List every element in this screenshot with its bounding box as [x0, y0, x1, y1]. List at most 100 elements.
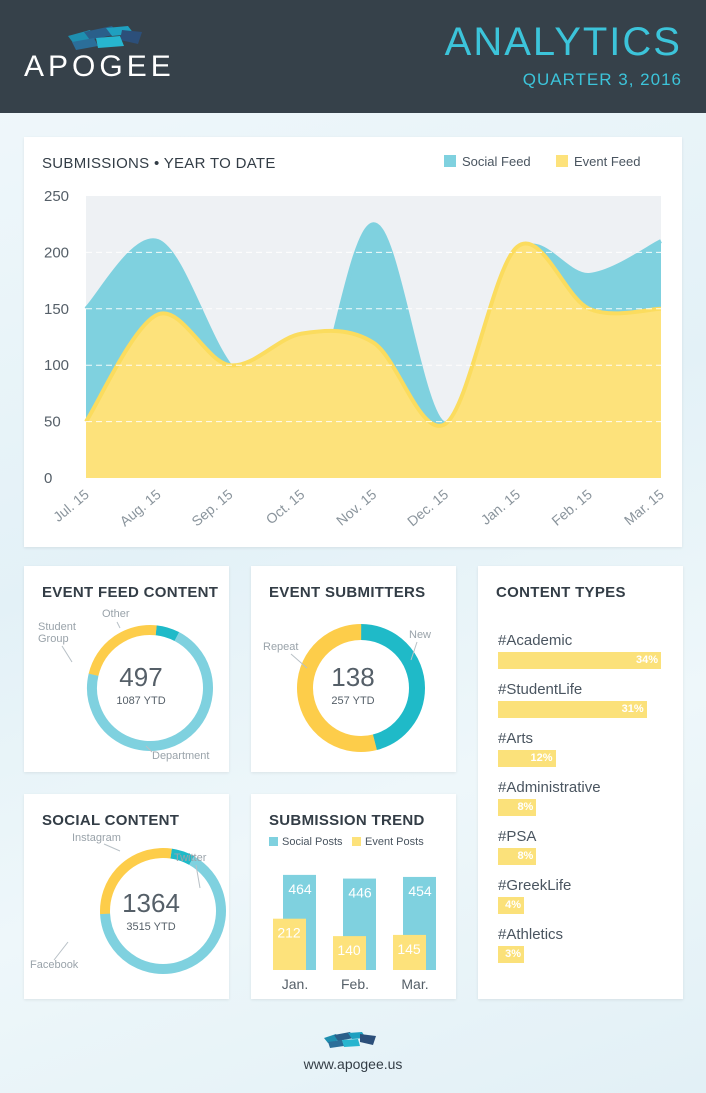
legend-social-feed: Social Feed: [444, 154, 531, 169]
event-submitters-center: 138 257 YTD: [293, 662, 413, 707]
donut-label: Instagram: [72, 832, 121, 844]
legend-swatch-social: [444, 155, 456, 167]
area-series-1: [86, 243, 661, 478]
submissions-title: SUBMISSIONS • YEAR TO DATE: [42, 155, 276, 172]
content-type-item: #GreekLife 4%: [498, 877, 678, 914]
content-type-bar: 34%: [498, 652, 661, 669]
bar-label-social: 454: [408, 883, 432, 899]
x-tick-label: Feb. 15: [548, 486, 595, 529]
page-title: ANALYTICS: [444, 20, 682, 64]
submissions-card: SUBMISSIONS • YEAR TO DATE Social Feed E…: [24, 137, 682, 547]
event-feed-content-title: EVENT FEED CONTENT: [42, 584, 219, 601]
content-type-item: #StudentLife 31%: [498, 681, 678, 718]
donut-label: Facebook: [30, 959, 79, 971]
content-type-bar: 4%: [498, 897, 524, 914]
header: APOGEE ANALYTICS QUARTER 3, 2016: [0, 0, 706, 113]
legend-event-feed: Event Feed: [556, 154, 641, 169]
page-subtitle: QUARTER 3, 2016: [522, 70, 682, 89]
event-feed-center: 497 1087 YTD: [81, 662, 201, 707]
bar-label-event: 140: [337, 942, 361, 958]
event-submitters-donut: New Repeat: [263, 624, 431, 752]
line-series-1: [84, 241, 662, 428]
bar-event-posts: [333, 936, 366, 970]
content-types-title: CONTENT TYPES: [496, 584, 626, 601]
submission-trend-title: SUBMISSION TREND: [269, 812, 425, 829]
y-tick-label: 150: [44, 301, 69, 318]
y-tick-label: 50: [44, 414, 61, 431]
apogee-logo-icon: [68, 26, 142, 50]
legend-label-event: Event Feed: [574, 154, 641, 169]
content-type-item: #Administrative 8%: [498, 779, 678, 816]
trend-category-label: Jan.: [282, 976, 308, 992]
legend-label-social: Social Feed: [462, 154, 531, 169]
footer-url[interactable]: www.apogee.us: [303, 1056, 403, 1072]
donut-leader-line: [53, 941, 69, 961]
social-content-donut: Instagram Twitter Facebook: [30, 832, 226, 975]
content-type-label: #GreekLife: [498, 877, 572, 894]
event-submitters-ytd: 257 YTD: [331, 695, 375, 707]
content-type-item: #Arts 12%: [498, 730, 678, 767]
legend-swatch-event-posts: [352, 837, 361, 846]
social-content-title: SOCIAL CONTENT: [42, 812, 180, 829]
legend-label-social-posts: Social Posts: [282, 836, 343, 848]
content-type-label: #Administrative: [498, 779, 601, 796]
y-tick-label: 0: [44, 470, 52, 487]
donut-label: Twitter: [174, 852, 207, 864]
event-submitters-title: EVENT SUBMITTERS: [269, 584, 426, 601]
event-feed-content-card: EVENT FEED CONTENT Other Department Studen…: [24, 566, 229, 772]
content-type-bar: 8%: [498, 848, 537, 865]
content-type-label: #Arts: [498, 730, 534, 747]
legend-event-posts: Event Posts: [352, 836, 424, 848]
donut-leader-line: [195, 864, 201, 889]
social-content-value: 1364: [122, 888, 180, 918]
legend-swatch-social-posts: [269, 837, 278, 846]
donut-label: Repeat: [263, 641, 298, 653]
submission-trend-chart: 464 212 Jan. 446 140 Feb. 454 145 Mar.: [273, 874, 436, 992]
donut-leader-line: [103, 843, 121, 852]
x-tick-label: Dec. 15: [404, 486, 451, 529]
donut-label: New: [409, 629, 431, 641]
donut-segment-1: [87, 625, 213, 751]
content-type-label: #Athletics: [498, 926, 564, 943]
bar-label-event: 145: [397, 941, 421, 957]
x-tick-label: Jan. 15: [478, 486, 524, 528]
donut-leader-line: [61, 645, 73, 663]
x-tick-label: Mar. 15: [621, 486, 667, 528]
trend-category-label: Mar.: [401, 976, 428, 992]
social-content-center: 1364 3515 YTD: [91, 888, 211, 933]
y-tick-label: 250: [44, 188, 69, 205]
legend-social-posts: Social Posts: [269, 836, 343, 848]
event-submitters-value: 138: [331, 662, 375, 692]
legend-label-event-posts: Event Posts: [365, 836, 424, 848]
bar-event-posts: [393, 934, 426, 970]
x-tick-label: Nov. 15: [333, 486, 380, 529]
donut-segment-1: [297, 624, 425, 752]
event-feed-ytd: 1087 YTD: [116, 695, 166, 707]
content-type-bar: 12%: [498, 750, 556, 767]
content-type-bar: 31%: [498, 701, 647, 718]
submissions-area-chart: 0 50 100 150 200 250 Jul. 15 Aug. 15 Sep. 15 Oct.…: [44, 188, 667, 529]
line-series-0: [84, 222, 662, 441]
bar-label-social: 446: [348, 885, 372, 901]
content-type-label: #StudentLife: [498, 681, 583, 698]
event-submitters-card: EVENT SUBMITTERS New Repeat 138 257 YTD: [251, 566, 456, 772]
legend-swatch-event: [556, 155, 568, 167]
donut-leader-line: [290, 653, 308, 669]
y-tick-label: 200: [44, 244, 69, 261]
donut-label: Other: [102, 608, 130, 620]
content-type-item: #Athletics 3%: [498, 926, 678, 963]
event-feed-value: 497: [119, 662, 163, 692]
content-type-bar: 8%: [498, 799, 537, 816]
x-tick-label: Aug. 15: [117, 486, 164, 529]
footer-logo-icon: [324, 1032, 376, 1048]
content-type-item: #Academic 34%: [498, 632, 678, 669]
trend-category-label: Feb.: [341, 976, 369, 992]
content-type-item: #PSA 8%: [498, 828, 678, 865]
bar-event-posts: [273, 918, 306, 970]
donut-leader-line: [410, 641, 418, 661]
social-content-ytd: 3515 YTD: [126, 921, 176, 933]
content-type-label: #PSA: [498, 828, 537, 845]
x-tick-label: Sep. 15: [188, 486, 235, 529]
donut-label: Student: [38, 621, 76, 633]
